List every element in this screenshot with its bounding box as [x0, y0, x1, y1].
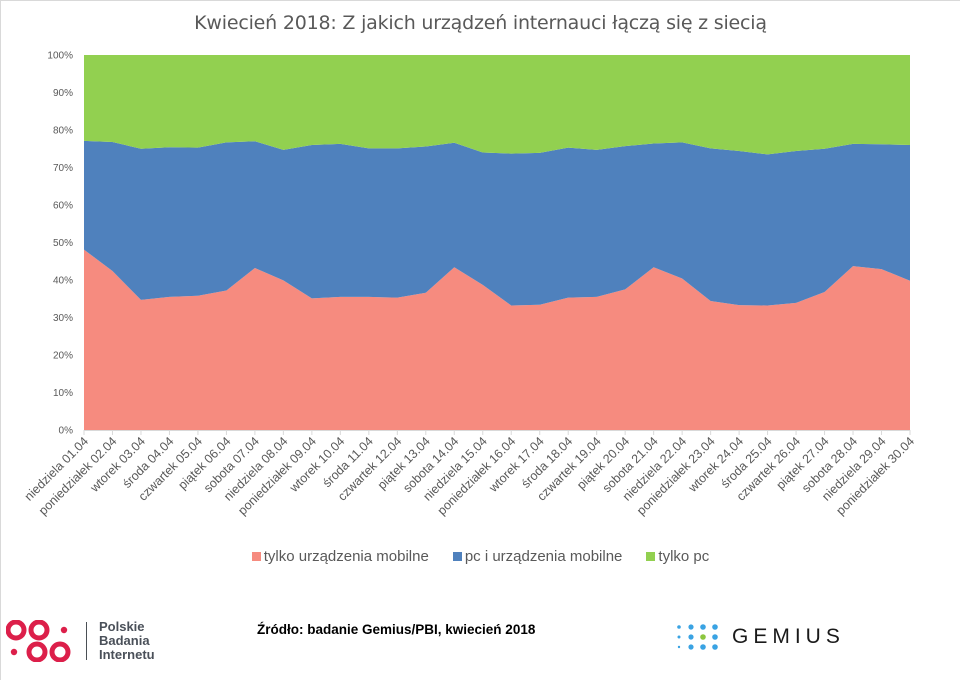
area-series-group	[84, 55, 910, 430]
area-tylko-urządzenia-mobilne	[84, 249, 910, 430]
pbi-logo: Polskie Badania Internetu	[6, 620, 155, 662]
y-tick-label: 20%	[53, 351, 73, 362]
y-tick-label: 100%	[47, 51, 73, 62]
legend: tylko urządzenia mobilne pc i urządzenia…	[0, 548, 961, 565]
gemius-logo: GEMIUS	[676, 624, 845, 650]
y-tick-label: 80%	[53, 126, 73, 137]
y-tick-label: 30%	[53, 313, 73, 324]
gemius-dots-icon	[677, 624, 718, 650]
y-tick-label: 90%	[53, 88, 73, 99]
y-tick-label: 60%	[53, 201, 73, 212]
pbi-line: Internetu	[99, 647, 155, 662]
legend-item-mobile-only: tylko urządzenia mobilne	[251, 548, 429, 565]
y-tick-label: 0%	[59, 426, 74, 437]
legend-swatch-pc-only	[646, 552, 656, 561]
legend-label: pc i urządzenia mobilne	[464, 548, 623, 565]
y-tick-label: 50%	[53, 238, 73, 249]
area-tylko-pc	[84, 55, 910, 155]
pbi-divider	[86, 622, 87, 660]
legend-label: tylko urządzenia mobilne	[263, 548, 429, 565]
y-tick-label: 10%	[53, 388, 73, 399]
legend-item-pc-only: tylko pc	[646, 548, 709, 565]
pbi-line: Badania	[99, 633, 150, 648]
pbi-wordmark: Polskie Badania Internetu	[99, 620, 155, 662]
y-axis: 0% 10% 20% 30% 40% 50% 60% 70% 80% 90% 100%	[47, 51, 73, 437]
source-note: Źródło: badanie Gemius/PBI, kwiecień 201…	[257, 622, 536, 637]
pbi-line: Polskie	[99, 619, 145, 634]
legend-swatch-pc-and-mobile	[452, 552, 462, 561]
y-tick-label: 70%	[53, 163, 73, 174]
legend-item-pc-and-mobile: pc i urządzenia mobilne	[452, 548, 623, 565]
legend-label: tylko pc	[658, 548, 710, 565]
area-pc-i-urządzenia-mobilne	[84, 140, 910, 306]
legend-swatch-mobile-only	[251, 552, 261, 561]
chart-title: Kwiecień 2018: Z jakich urządzeń interna…	[194, 12, 767, 34]
y-tick-label: 40%	[53, 276, 73, 287]
gemius-wordmark: GEMIUS	[732, 625, 845, 648]
pbi-dots-icon	[6, 620, 71, 662]
